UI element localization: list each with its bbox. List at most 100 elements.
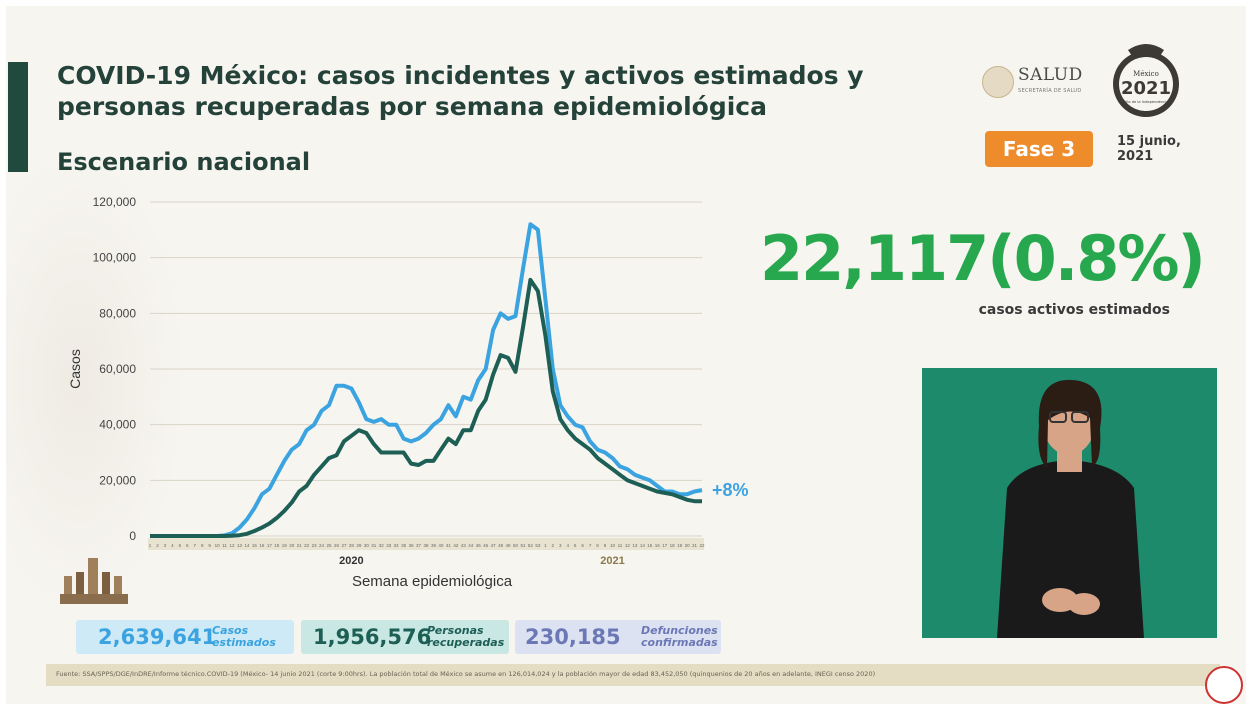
x-tick-label: 36	[409, 543, 415, 548]
x-tick-label: 46	[483, 543, 489, 548]
logo-text-independencia: Año de la Independencia	[1124, 100, 1169, 104]
salud-logo-text: SALUD	[1018, 65, 1083, 85]
x-axis-band	[148, 538, 704, 550]
x-tick-label: 13	[237, 543, 243, 548]
x-tick-label: 19	[282, 543, 288, 548]
title-accent-bar	[8, 62, 28, 172]
x-tick-label: 38	[423, 543, 429, 548]
x-tick-label: 15	[647, 543, 653, 548]
stat-label: Casos estimados	[212, 624, 276, 649]
x-tick-label: 10	[610, 543, 616, 548]
x-tick-label: 9	[604, 543, 607, 548]
interpreter-figure	[997, 379, 1144, 638]
y-tick-label: 120,000	[93, 195, 137, 209]
x-tick-label: 48	[498, 543, 504, 548]
x-tick-label: 25	[327, 543, 333, 548]
decorative-pattern	[6, 150, 186, 610]
y-tick-label: 80,000	[99, 306, 136, 320]
x-tick-label: 18	[274, 543, 280, 548]
y-tick-label: 60,000	[99, 362, 136, 376]
x-tick-label: 29	[356, 543, 362, 548]
x-tick-label: 34	[394, 543, 400, 548]
x-tick-label: 30	[364, 543, 370, 548]
x-tick-label: 12	[625, 543, 631, 548]
x-tick-label: 2	[156, 543, 159, 548]
seal-icon	[982, 66, 1014, 98]
chart-series	[150, 222, 703, 538]
x-tick-label: 5	[179, 543, 182, 548]
x-tick-label: 44	[468, 543, 474, 548]
x-tick-label: 16	[655, 543, 661, 548]
stat-value: 2,639,641	[98, 625, 217, 649]
x-tick-label: 6	[581, 543, 584, 548]
x-tick-label: 47	[491, 543, 497, 548]
x-tick-label: 33	[386, 543, 392, 548]
change-annotation: +8%	[712, 480, 749, 500]
stat-defunciones-confirmadas: 230,185 Defunciones confirmadas	[515, 620, 721, 654]
x-tick-label: 16	[259, 543, 265, 548]
x-tick-label: 3	[559, 543, 562, 548]
x-tick-label: 4	[566, 543, 569, 548]
chart-gridlines	[150, 201, 702, 537]
x-tick-label: 43	[461, 543, 467, 548]
x-tick-label: 53	[535, 543, 541, 548]
x-tick-label: 7	[193, 543, 196, 548]
monument-illustration	[60, 558, 128, 604]
salud-logo: SALUD SECRETARÍA DE SALUD	[982, 64, 1094, 100]
source-footer: Fuente: SSA/SPPS/DGE/InDRE/Informe técni…	[46, 664, 1220, 686]
x-tick-label: 19	[677, 543, 683, 548]
stat-label: Personas recuperadas	[427, 624, 505, 649]
x-tick-label: 17	[662, 543, 668, 548]
active-cases-value: 22,117(0.8%)	[760, 222, 1206, 295]
logo-text-year: 2021	[1121, 78, 1171, 99]
active-cases-label: casos activos estimados	[978, 302, 1170, 318]
x-tick-label: 37	[416, 543, 422, 548]
stat-personas-recuperadas: 1,956,576 Personas recuperadas	[301, 620, 509, 654]
x-tick-label: 11	[618, 543, 623, 548]
x-tick-label: 15	[252, 543, 258, 548]
x-tick-label: 17	[267, 543, 273, 548]
x-tick-label: 13	[632, 543, 638, 548]
x-tick-label: 22	[304, 543, 310, 548]
stat-value: 1,956,576	[313, 625, 432, 649]
source-text: Fuente: SSA/SPPS/DGE/InDRE/Informe técni…	[56, 670, 876, 678]
x-tick-label: 51	[520, 543, 526, 548]
x-tick-label: 6	[186, 543, 189, 548]
x-tick-label: 8	[596, 543, 599, 548]
x-tick-label: 5	[574, 543, 577, 548]
y-tick-label: 40,000	[99, 418, 136, 432]
x-tick-label: 28	[349, 543, 355, 548]
salud-logo-subtext: SECRETARÍA DE SALUD	[1018, 88, 1082, 94]
y-tick-label: 0	[129, 529, 136, 543]
x-tick-label: 35	[401, 543, 407, 548]
x-tick-label: 20	[289, 543, 295, 548]
report-date: 15 junio, 2021	[1117, 134, 1181, 164]
x-tick-label: 14	[244, 543, 250, 548]
x-tick-label: 24	[319, 543, 325, 548]
x-tick-label: 21	[297, 543, 303, 548]
x-tick-label: 26	[334, 543, 340, 548]
cases-line-chart: 020,00040,00060,00080,000100,000120,000 …	[67, 195, 749, 590]
series-line-activos	[150, 277, 702, 538]
page-title: COVID-19 México: casos incidentes y acti…	[57, 61, 864, 121]
x-tick-label: 7	[589, 543, 592, 548]
x-tick-label: 45	[476, 543, 482, 548]
x-tick-label: 3	[164, 543, 167, 548]
logo-center	[1119, 57, 1173, 111]
mexico-2021-logo: México 2021 Año de la Independencia	[1113, 44, 1179, 117]
stat-label: Defunciones confirmadas	[641, 624, 718, 649]
x-tick-label: 9	[208, 543, 211, 548]
x-axis-label: Semana epidemiológica	[352, 573, 513, 590]
x-tick-label: 49	[506, 543, 512, 548]
x-tick-label: 2	[552, 543, 555, 548]
page-subtitle: Escenario nacional	[57, 148, 311, 176]
gobierno-seal-icon	[1205, 666, 1243, 704]
x-tick-label: 10	[215, 543, 221, 548]
year-label-2021: 2021	[600, 555, 624, 567]
x-tick-label: 21	[692, 543, 698, 548]
x-tick-label: 4	[171, 543, 174, 548]
x-tick-label: 8	[201, 543, 204, 548]
x-tick-label: 52	[528, 543, 534, 548]
x-tick-label: 39	[431, 543, 437, 548]
x-tick-label: 41	[446, 543, 452, 548]
